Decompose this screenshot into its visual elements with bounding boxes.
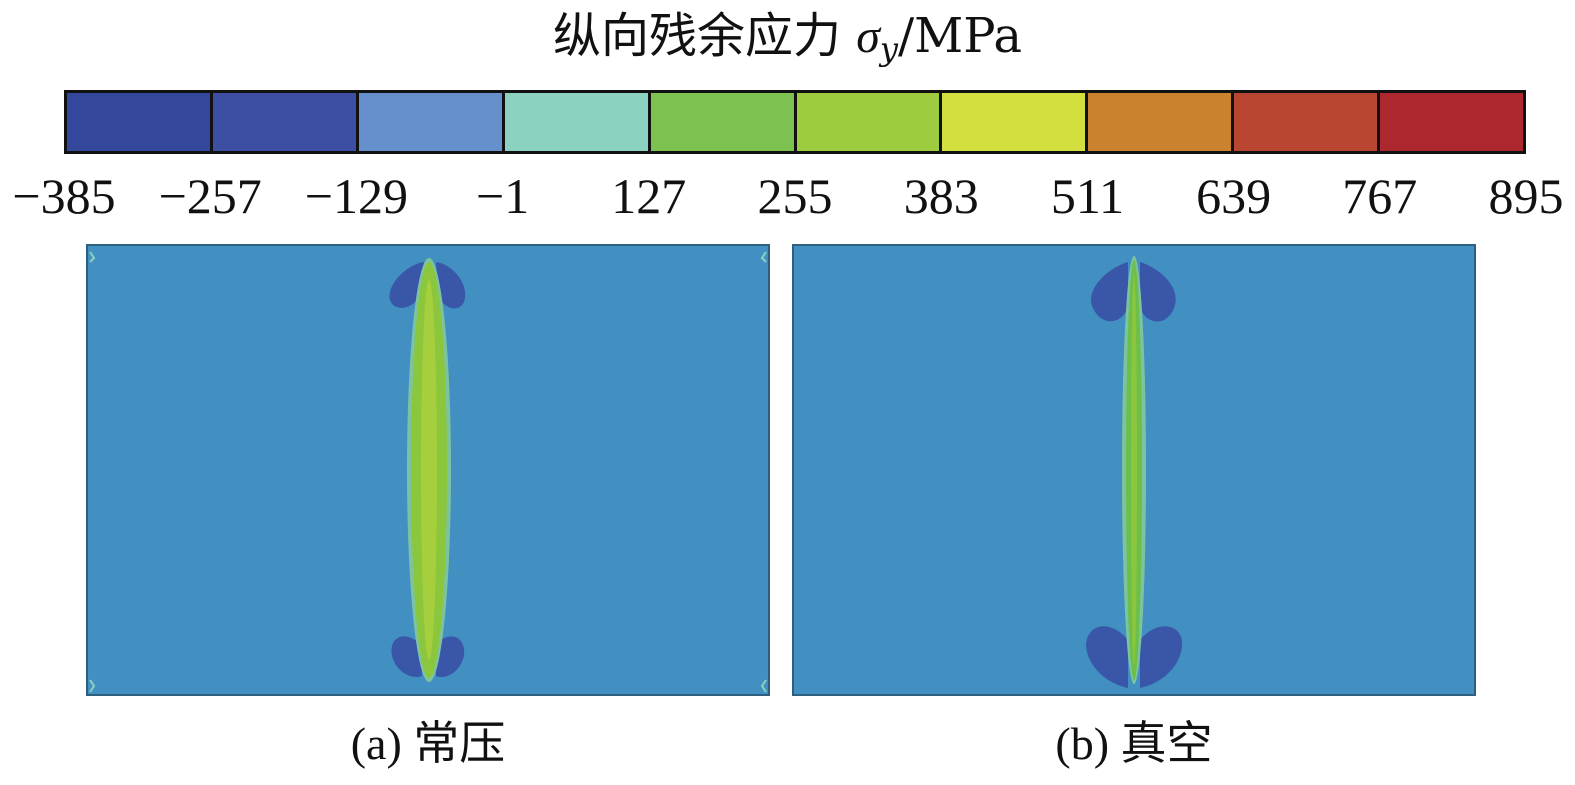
colorbar-tick-label: 383 [903, 168, 979, 224]
weld-center-b [1131, 274, 1137, 666]
sigma-symbol: σ [856, 10, 880, 63]
legend-title-text: 纵向残余应力 [552, 8, 857, 64]
compressive-lobe-a-top-left [389, 262, 424, 308]
colorbar-segment-0 [67, 93, 213, 151]
colorbar-tick-label: −1 [475, 168, 530, 224]
weld-center-a [421, 280, 437, 660]
legend-title: 纵向残余应力 σy/MPa [0, 4, 1575, 81]
colorbar-segment-2 [358, 93, 505, 151]
colorbar-segment-4 [650, 93, 797, 151]
contour-plot-a [86, 244, 770, 696]
corner-mark-a-tl [89, 251, 96, 263]
colorbar-tick-label: −385 [12, 168, 116, 224]
sigma-subscript: y [879, 30, 898, 68]
colorbar-segment-5 [796, 93, 943, 151]
colorbar-segment-9 [1380, 93, 1524, 151]
compressive-lobe-b-top-left [1090, 262, 1128, 322]
colorbar-segment-3 [504, 93, 651, 151]
contour-panel-a [86, 244, 770, 696]
colorbar-tick-label: −129 [304, 168, 408, 224]
colorbar-tick-label: 895 [1488, 168, 1564, 224]
colorbar-segment-7 [1088, 93, 1235, 151]
colorbar-segment-8 [1234, 93, 1381, 151]
compressive-lobe-b-bottom-right [1140, 626, 1183, 688]
colorbar-segment-6 [942, 93, 1089, 151]
legend-unit: /MPa [897, 8, 1023, 64]
caption-b: (b) 真空 [1055, 718, 1213, 769]
colorbar-segment-1 [212, 93, 359, 151]
colorbar [64, 90, 1526, 154]
corner-mark-a-br [760, 679, 767, 693]
colorbar-tick-label: 255 [757, 168, 833, 224]
compressive-lobe-a-bottom-left [391, 636, 422, 678]
caption-a: (a) 常压 [350, 718, 506, 769]
compressive-lobe-a-bottom-right [436, 636, 465, 678]
compressive-lobe-b-top-right [1140, 262, 1176, 322]
colorbar-tick-label: −257 [158, 168, 262, 224]
colorbar-tick-label: 767 [1342, 168, 1418, 224]
compressive-lobe-a-top-right [436, 262, 466, 309]
colorbar-tick-label: 127 [611, 168, 687, 224]
colorbar-ticks: −385 −257 −129 −1 127 255 383 511 639 767 895 [0, 166, 1575, 226]
contour-plot-b [792, 244, 1476, 696]
contour-panel-b [792, 244, 1476, 696]
corner-mark-a-bl [89, 679, 96, 693]
colorbar-tick-label: 511 [1050, 168, 1124, 224]
colorbar-tick-label: 639 [1196, 168, 1272, 224]
compressive-lobe-b-bottom-left [1086, 626, 1128, 688]
corner-mark-a-tr [760, 251, 767, 263]
